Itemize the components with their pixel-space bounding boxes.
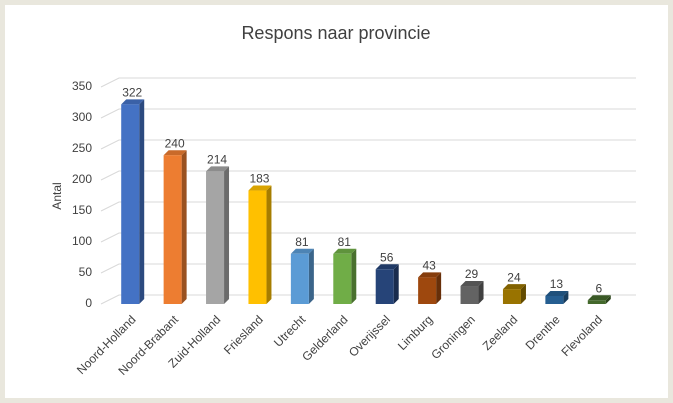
bar-top xyxy=(206,166,230,172)
bar xyxy=(290,253,309,304)
data-label: 183 xyxy=(249,172,269,186)
bar-side xyxy=(520,284,526,304)
bar-side xyxy=(605,295,611,304)
bar xyxy=(375,269,394,304)
data-label: 81 xyxy=(295,235,309,249)
data-label: 56 xyxy=(380,250,394,264)
y-tick-label: 250 xyxy=(72,141,92,155)
y-tick-label: 200 xyxy=(72,172,92,186)
y-tick-label: 100 xyxy=(72,234,92,248)
data-label: 43 xyxy=(422,259,436,273)
data-label: 322 xyxy=(122,86,142,100)
bar-top xyxy=(121,99,145,105)
bar xyxy=(587,300,606,304)
bar-top xyxy=(333,248,357,254)
bar-top xyxy=(418,272,442,278)
bar-top xyxy=(587,295,611,301)
bar-side xyxy=(393,264,399,304)
y-axis-label: Antal xyxy=(50,182,64,209)
y-tick-label: 150 xyxy=(72,203,92,217)
bar-side xyxy=(181,150,187,304)
bar-side xyxy=(308,248,314,304)
bar-side xyxy=(351,248,357,304)
bar xyxy=(248,190,267,304)
grid-line xyxy=(100,139,636,150)
bar xyxy=(418,277,437,304)
grid-line xyxy=(100,77,636,88)
bar xyxy=(460,286,479,304)
bar-top xyxy=(502,284,526,290)
bar-top xyxy=(545,290,569,296)
bar-top xyxy=(375,264,399,270)
data-label: 29 xyxy=(465,267,479,281)
grid-line xyxy=(100,108,636,119)
data-label: 240 xyxy=(165,136,185,150)
data-label: 81 xyxy=(338,235,352,249)
bar-side xyxy=(478,281,484,304)
bar-side xyxy=(224,166,230,304)
bar xyxy=(333,253,352,304)
bar xyxy=(502,289,521,304)
bar-side xyxy=(436,272,442,304)
y-tick-label: 0 xyxy=(85,296,92,310)
y-tick-label: 300 xyxy=(72,110,92,124)
bar-top xyxy=(290,248,314,254)
bar-side xyxy=(139,99,145,304)
data-label: 13 xyxy=(550,277,564,291)
data-label: 24 xyxy=(507,270,521,284)
bar xyxy=(545,295,564,304)
data-label: 214 xyxy=(207,152,227,166)
bar-side xyxy=(563,290,569,304)
y-tick-label: 350 xyxy=(72,79,92,93)
bar xyxy=(206,171,225,304)
chart-title: Respons naar provincie xyxy=(241,23,430,43)
grid-line xyxy=(100,232,636,243)
bar xyxy=(163,155,182,304)
bar-top xyxy=(248,185,272,191)
grid-line xyxy=(100,170,636,181)
grid-line xyxy=(100,263,636,274)
y-tick-label: 50 xyxy=(79,265,93,279)
bar xyxy=(121,104,140,304)
bar-top xyxy=(460,281,484,287)
data-label: 6 xyxy=(595,281,602,295)
grid-line xyxy=(100,201,636,212)
bar-side xyxy=(266,185,272,304)
bar-top xyxy=(163,150,187,156)
